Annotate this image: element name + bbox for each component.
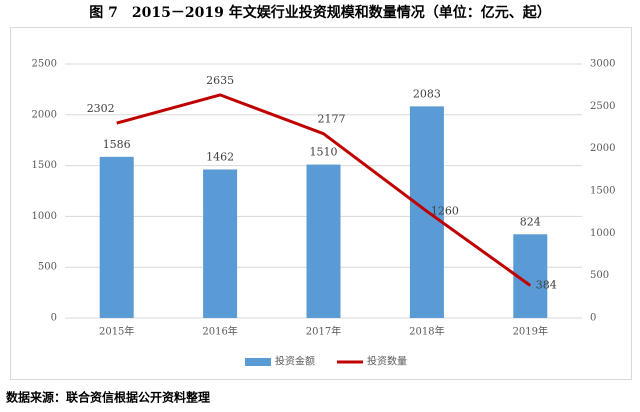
y-tick-label: 2000 — [32, 109, 57, 120]
y2-tick-label: 2000 — [590, 143, 615, 154]
source-note: 数据来源：联合资信根据公开资料整理 — [6, 390, 210, 405]
line-value-label: 1260 — [431, 204, 459, 217]
chart-frame — [10, 27, 632, 380]
bar-value-label: 2083 — [413, 87, 441, 100]
legend-swatch — [245, 358, 271, 366]
y2-tick-label: 2500 — [590, 101, 615, 112]
bar — [99, 156, 134, 318]
x-tick-label: 2019年 — [513, 325, 548, 338]
bar-value-label: 824 — [520, 215, 541, 228]
y2-tick-label: 500 — [590, 270, 609, 281]
x-tick-label: 2016年 — [202, 325, 237, 338]
legend-label: 投资金额 — [275, 355, 315, 368]
bar-value-label: 1462 — [206, 150, 234, 163]
legend-label: 投资数量 — [367, 355, 407, 368]
line-value-label: 2302 — [87, 102, 115, 115]
x-tick-label: 2017年 — [306, 325, 341, 338]
bar-value-label: 1586 — [103, 138, 131, 151]
y-tick-label: 0 — [51, 313, 57, 324]
line — [116, 93, 532, 287]
y-tick-label: 1500 — [32, 160, 57, 171]
line-value-label: 2177 — [318, 113, 346, 126]
y2-tick-label: 3000 — [590, 59, 615, 70]
y2-tick-label: 0 — [590, 313, 596, 324]
y2-tick-label: 1500 — [590, 186, 615, 197]
y-tick-label: 2500 — [32, 59, 57, 70]
line-value-label: 384 — [536, 278, 557, 291]
bar-value-label: 1510 — [310, 146, 338, 159]
x-tick-label: 2018年 — [409, 325, 444, 338]
y-tick-label: 1000 — [32, 211, 57, 222]
chart-title: 图 7 2015－2019 年文娱行业投资规模和数量情况（单位：亿元、起） — [89, 4, 550, 21]
x-tick-label: 2015年 — [99, 325, 134, 338]
bar — [306, 164, 341, 318]
line-value-label: 2635 — [206, 74, 234, 87]
bar — [203, 169, 238, 318]
y2-tick-label: 1000 — [590, 228, 615, 239]
y-tick-label: 500 — [38, 262, 57, 273]
